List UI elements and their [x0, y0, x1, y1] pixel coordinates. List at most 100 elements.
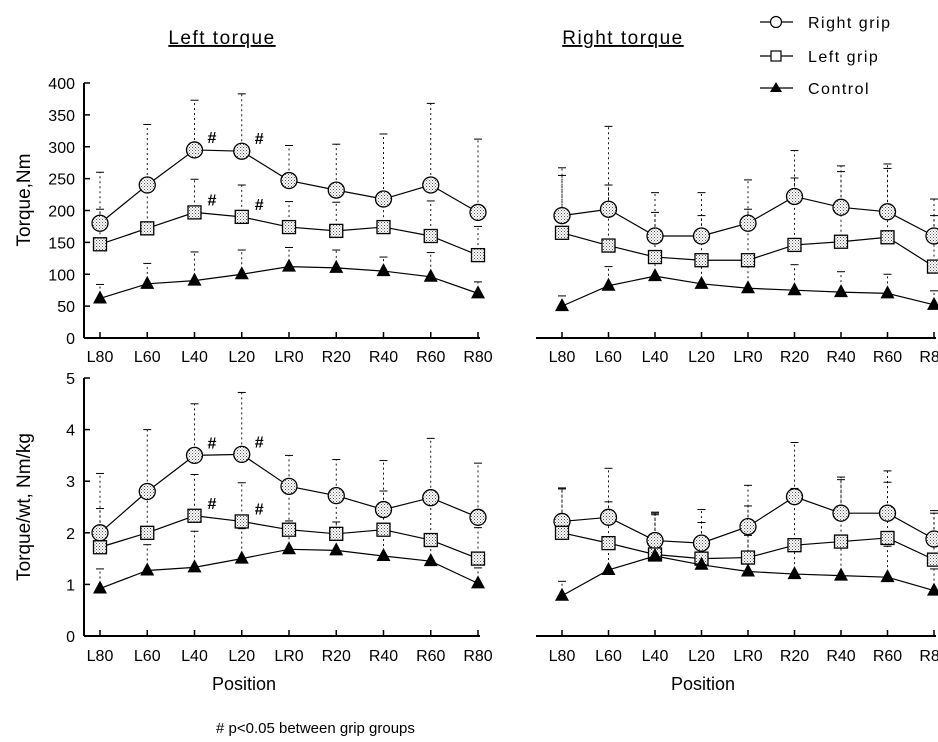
- point-control: [282, 258, 296, 272]
- point-control: [927, 296, 938, 310]
- footnote: # p<0.05 between grip groups: [216, 720, 415, 737]
- point-right-grip: [785, 187, 804, 206]
- significance-mark: #: [255, 197, 264, 214]
- x-tick-label: L40: [642, 349, 669, 366]
- point-left-grip: [92, 540, 108, 555]
- x-tick-label: R80: [463, 648, 492, 665]
- y-tick-label: 5: [66, 371, 75, 388]
- point-left-grip: [787, 237, 802, 253]
- legend-item-control: Control: [760, 81, 869, 98]
- point-right-grip: [599, 508, 618, 526]
- legend-triangle-marker: [770, 82, 782, 92]
- point-left-grip: [281, 219, 297, 235]
- point-right-grip: [233, 445, 251, 464]
- y-tick-label: 150: [48, 235, 75, 252]
- y-tick-label: 400: [48, 76, 75, 93]
- point-right-grip: [878, 504, 897, 522]
- point-left-grip: [833, 534, 849, 549]
- point-control: [601, 561, 616, 575]
- point-control: [234, 550, 249, 564]
- point-control: [880, 569, 895, 583]
- point-control: [834, 284, 848, 298]
- point-right-grip: [646, 227, 664, 245]
- legend-label-left-grip: Left grip: [808, 49, 879, 66]
- x-tick-label: L40: [181, 349, 208, 366]
- x-tick-label: L20: [688, 648, 715, 665]
- point-control: [880, 285, 895, 299]
- point-right-grip: [280, 477, 298, 496]
- significance-mark: #: [208, 496, 217, 513]
- point-right-grip: [422, 176, 440, 194]
- y-tick-label: 250: [48, 172, 75, 189]
- point-right-grip: [422, 489, 440, 507]
- point-right-grip: [138, 482, 156, 501]
- y-tick-label: 350: [48, 108, 75, 125]
- y-tick-label: 100: [48, 267, 75, 284]
- significance-mark: #: [255, 434, 264, 451]
- point-control: [140, 562, 155, 576]
- point-right-grip: [832, 504, 850, 522]
- point-left-grip: [423, 532, 438, 548]
- point-left-grip: [329, 526, 344, 541]
- x-tick-label: R60: [873, 349, 902, 366]
- point-left-grip: [740, 550, 756, 565]
- x-tick-label: LR0: [274, 349, 303, 366]
- point-control: [234, 266, 249, 280]
- y-axis-label-top: Torque,Nm: [14, 154, 35, 247]
- panel-left-torque-per-weight: 0 1 2 3 4 5 L80 L60 L40 L20 LR0 R20 R40 R60 R80 # # # #: [66, 371, 493, 665]
- significance-mark: #: [255, 501, 264, 518]
- point-control: [93, 580, 107, 594]
- legend-circle-marker: [769, 15, 783, 29]
- y-tick-label: 0: [66, 331, 75, 348]
- panel-left-torque: 0 50 100 150 200 250 300 350 400 L80 L60 L40 L20 LR0 R…: [48, 76, 492, 366]
- point-left-grip: [694, 253, 709, 268]
- x-tick-label: L60: [134, 349, 161, 366]
- y-tick-label: 50: [57, 299, 75, 316]
- point-right-grip: [646, 531, 664, 550]
- legend: Right grip Left grip Control: [760, 15, 890, 98]
- point-right-grip: [91, 524, 109, 542]
- panel-right-torque-per-weight: L80 L60 L40 L20 LR0 R20 R40 R60 R80: [536, 442, 938, 665]
- panel-right-torque: L80 L60 L40 L20 LR0 R20 R40 R60 R80: [536, 125, 938, 366]
- point-right-grip: [599, 200, 618, 218]
- x-tick-label: L80: [87, 648, 114, 665]
- point-right-grip: [185, 141, 204, 159]
- point-left-grip: [234, 209, 249, 225]
- x-tick-label: L80: [549, 648, 576, 665]
- point-control: [694, 556, 709, 570]
- x-tick-label: R20: [322, 648, 351, 665]
- point-left-grip: [833, 234, 849, 249]
- point-left-grip: [187, 508, 202, 523]
- point-right-grip: [692, 534, 711, 552]
- x-tick-label: R80: [919, 648, 938, 665]
- point-right-grip: [553, 206, 571, 225]
- legend-item-left-grip: Left grip: [760, 49, 879, 66]
- point-control: [741, 563, 755, 577]
- x-axis-label-bottom-right: Position: [671, 674, 735, 694]
- y-tick-label: 4: [66, 423, 75, 440]
- point-left-grip: [554, 525, 570, 540]
- point-control: [787, 566, 802, 580]
- point-left-grip: [601, 535, 616, 551]
- point-control: [140, 275, 155, 289]
- x-tick-label: R20: [780, 349, 809, 366]
- point-left-grip: [926, 259, 938, 274]
- point-left-grip: [880, 230, 895, 245]
- significance-mark: #: [208, 130, 217, 147]
- point-right-grip: [327, 181, 345, 199]
- x-axis-label-bottom-left: Position: [212, 674, 276, 694]
- point-left-grip: [787, 538, 802, 553]
- significance-mark: #: [208, 435, 217, 452]
- point-control: [329, 259, 344, 273]
- point-left-grip: [329, 223, 344, 239]
- point-right-grip: [280, 171, 298, 190]
- point-right-grip: [374, 500, 393, 519]
- y-tick-label: 200: [48, 204, 75, 221]
- x-tick-label: L60: [595, 349, 622, 366]
- point-left-grip: [470, 551, 486, 566]
- point-left-grip: [601, 238, 616, 253]
- point-control: [187, 559, 202, 573]
- panel-title-left-torque: Left torque: [168, 28, 275, 49]
- legend-item-right-grip: Right grip: [760, 15, 890, 32]
